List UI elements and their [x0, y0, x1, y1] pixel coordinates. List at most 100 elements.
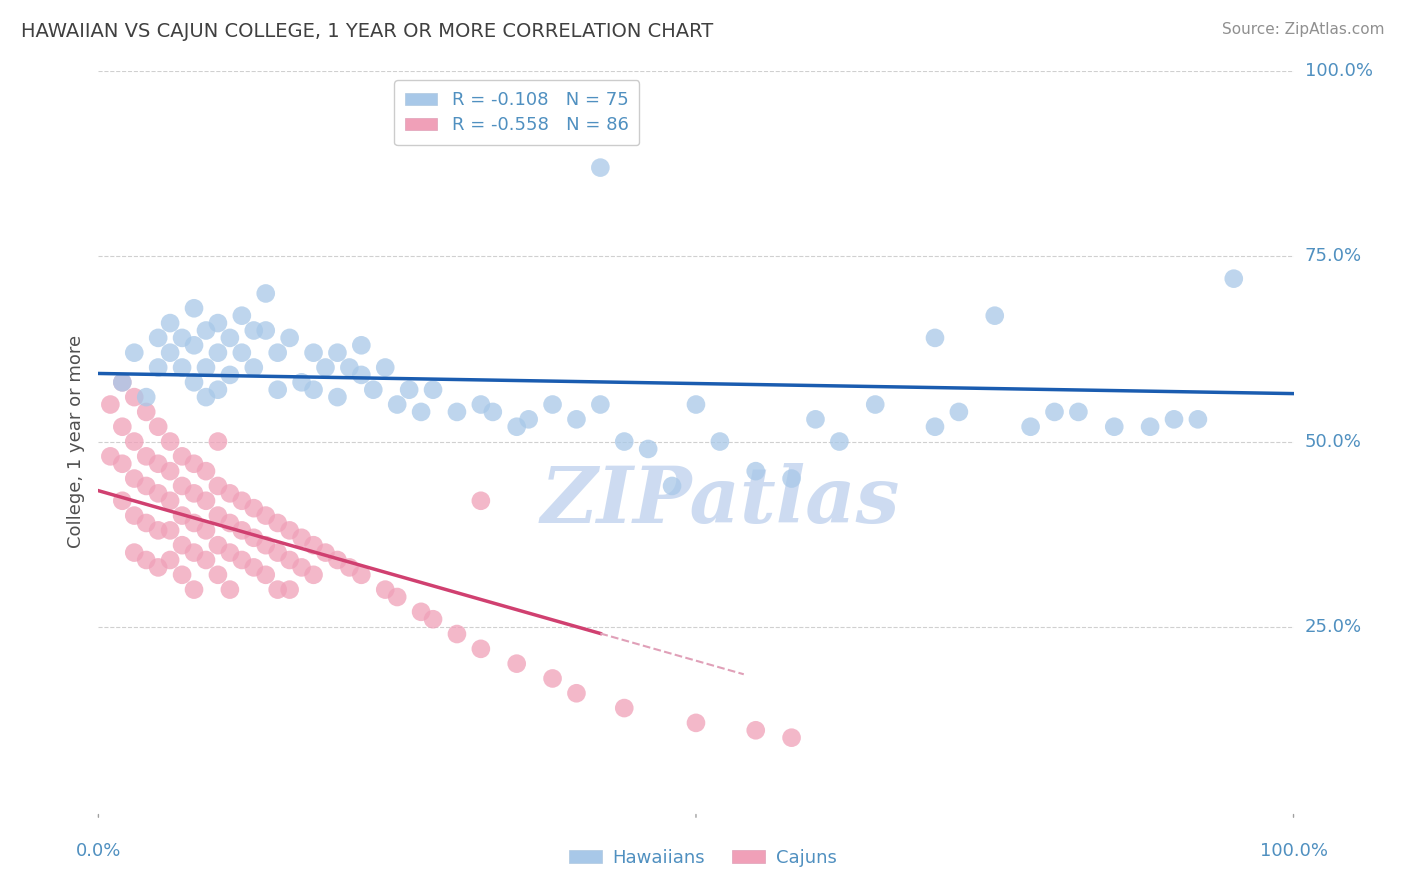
- Point: [207, 567, 229, 582]
- Point: [709, 434, 731, 449]
- Point: [385, 398, 409, 412]
- Point: [1187, 412, 1209, 426]
- Point: [207, 316, 229, 330]
- Point: [984, 309, 1007, 323]
- Point: [148, 360, 170, 375]
- Point: [278, 553, 301, 567]
- Point: [411, 405, 433, 419]
- Point: [385, 590, 409, 604]
- Point: [865, 398, 887, 412]
- Point: [1067, 405, 1090, 419]
- Point: [98, 450, 122, 464]
- Point: [148, 560, 170, 574]
- Point: [243, 324, 266, 338]
- Point: [231, 524, 253, 538]
- Text: 75.0%: 75.0%: [1305, 247, 1362, 266]
- Point: [148, 419, 170, 434]
- Point: [172, 538, 194, 552]
- Point: [124, 390, 146, 404]
- Point: [302, 538, 325, 552]
- Point: [291, 531, 314, 545]
- Point: [411, 605, 433, 619]
- Point: [207, 383, 229, 397]
- Point: [183, 486, 205, 500]
- Point: [326, 345, 349, 359]
- Text: 50.0%: 50.0%: [1305, 433, 1361, 450]
- Point: [219, 486, 242, 500]
- Point: [135, 390, 157, 404]
- Point: [231, 345, 253, 359]
- Point: [207, 508, 229, 523]
- Text: 0.0%: 0.0%: [76, 842, 121, 860]
- Point: [541, 398, 564, 412]
- Point: [135, 479, 157, 493]
- Point: [924, 419, 946, 434]
- Point: [637, 442, 659, 456]
- Point: [613, 701, 636, 715]
- Point: [172, 508, 194, 523]
- Point: [685, 715, 707, 730]
- Point: [470, 493, 492, 508]
- Point: [804, 412, 827, 426]
- Point: [1019, 419, 1042, 434]
- Point: [195, 464, 218, 478]
- Point: [207, 538, 229, 552]
- Point: [565, 412, 588, 426]
- Point: [589, 161, 612, 175]
- Point: [148, 457, 170, 471]
- Point: [183, 301, 205, 316]
- Point: [231, 309, 253, 323]
- Point: [195, 493, 218, 508]
- Point: [148, 331, 170, 345]
- Point: [111, 376, 134, 390]
- Point: [506, 657, 529, 671]
- Point: [148, 486, 170, 500]
- Point: [350, 338, 373, 352]
- Point: [470, 398, 492, 412]
- Point: [124, 508, 146, 523]
- Point: [780, 731, 803, 745]
- Point: [446, 627, 468, 641]
- Point: [111, 457, 134, 471]
- Point: [254, 324, 277, 338]
- Point: [135, 553, 157, 567]
- Point: [302, 345, 325, 359]
- Point: [124, 345, 146, 359]
- Point: [183, 582, 205, 597]
- Point: [278, 331, 301, 345]
- Point: [172, 567, 194, 582]
- Point: [315, 546, 337, 560]
- Point: [111, 419, 134, 434]
- Point: [254, 567, 277, 582]
- Point: [1043, 405, 1066, 419]
- Point: [159, 553, 181, 567]
- Point: [267, 345, 290, 359]
- Point: [172, 331, 194, 345]
- Point: [207, 345, 229, 359]
- Point: [1163, 412, 1185, 426]
- Point: [422, 383, 444, 397]
- Point: [124, 546, 146, 560]
- Point: [195, 524, 218, 538]
- Point: [254, 286, 277, 301]
- Point: [745, 723, 768, 738]
- Point: [231, 493, 253, 508]
- Point: [267, 582, 290, 597]
- Text: ZIPatlas: ZIPatlas: [540, 463, 900, 539]
- Point: [219, 582, 242, 597]
- Y-axis label: College, 1 year or more: College, 1 year or more: [66, 335, 84, 548]
- Point: [828, 434, 851, 449]
- Text: 25.0%: 25.0%: [1305, 617, 1362, 636]
- Point: [243, 560, 266, 574]
- Point: [278, 582, 301, 597]
- Point: [506, 419, 529, 434]
- Point: [254, 538, 277, 552]
- Text: HAWAIIAN VS CAJUN COLLEGE, 1 YEAR OR MORE CORRELATION CHART: HAWAIIAN VS CAJUN COLLEGE, 1 YEAR OR MOR…: [21, 22, 713, 41]
- Point: [172, 479, 194, 493]
- Point: [613, 434, 636, 449]
- Point: [219, 516, 242, 530]
- Point: [363, 383, 385, 397]
- Point: [374, 360, 396, 375]
- Text: Source: ZipAtlas.com: Source: ZipAtlas.com: [1222, 22, 1385, 37]
- Point: [243, 531, 266, 545]
